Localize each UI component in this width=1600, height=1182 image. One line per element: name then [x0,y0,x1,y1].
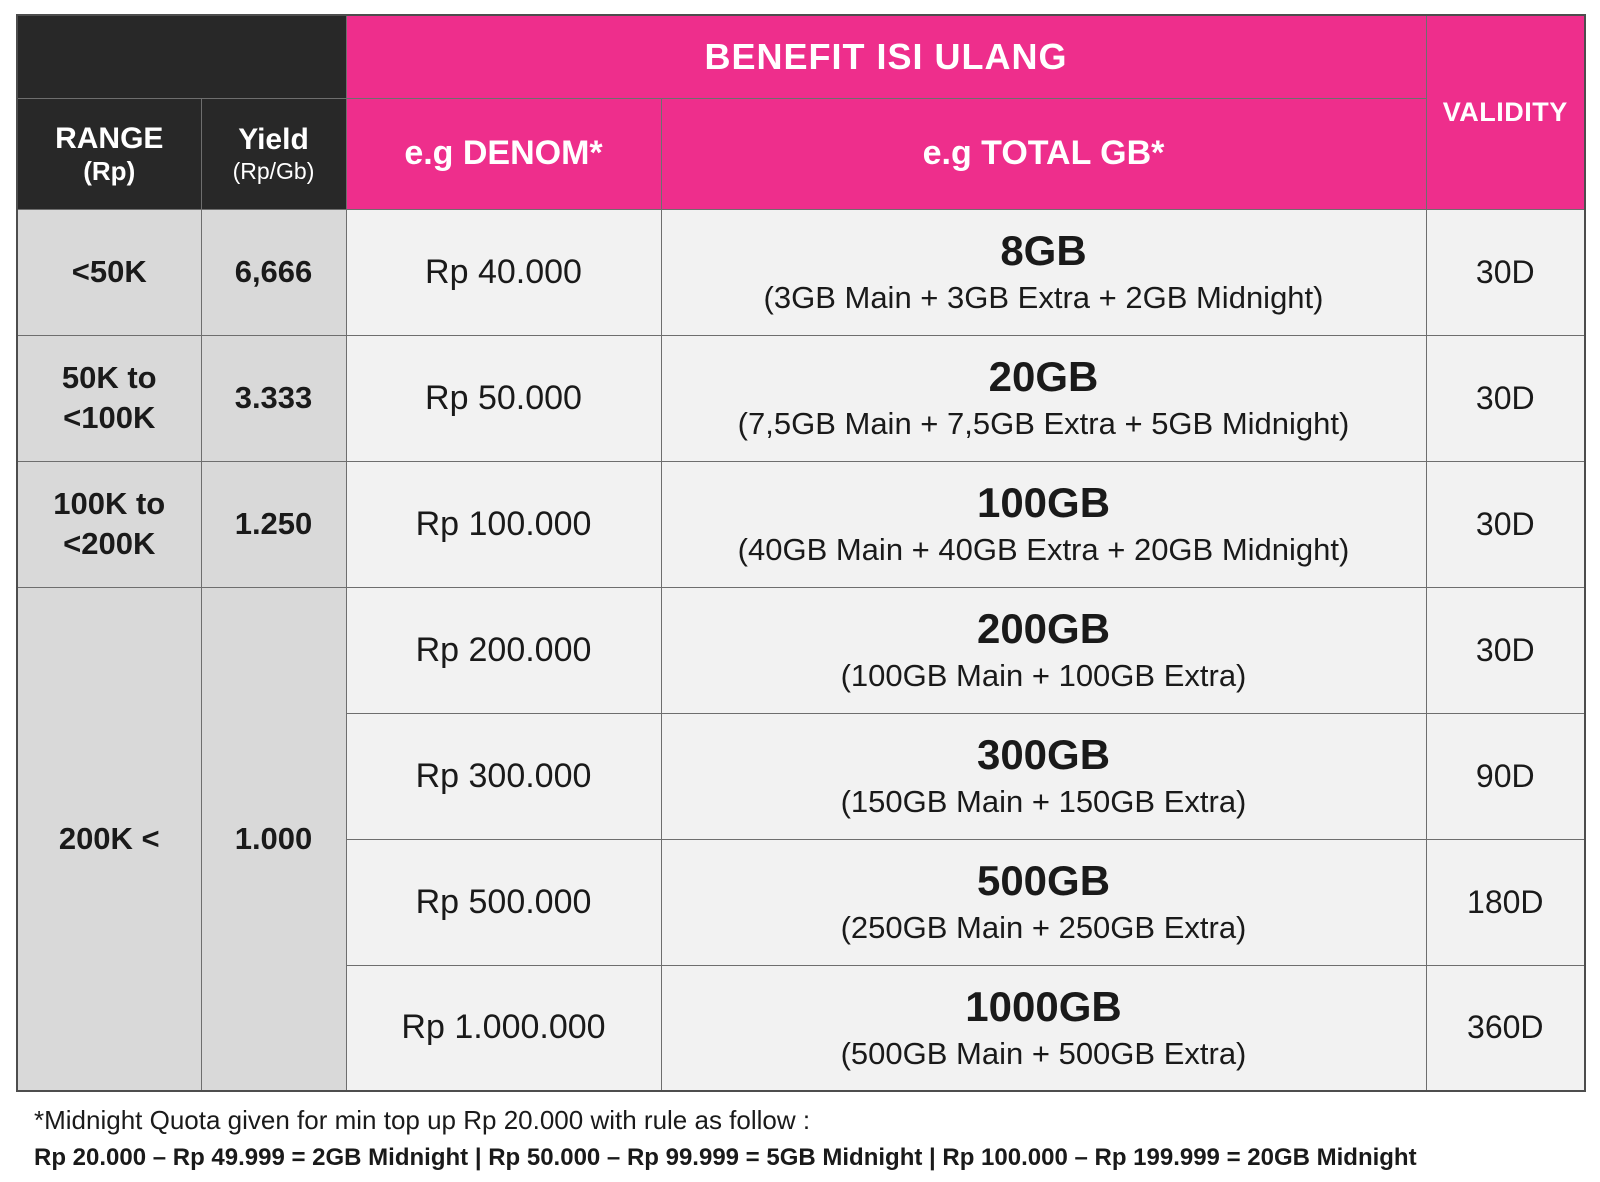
denom-cell: Rp 500.000 [345,838,662,966]
total-gb-cell: 20GB (7,5GB Main + 7,5GB Extra + 5GB Mid… [660,334,1427,462]
total-gb-cell: 8GB (3GB Main + 3GB Extra + 2GB Midnight… [660,208,1427,336]
range-header-unit: (Rp) [83,155,136,186]
total-gb-breakdown: (150GB Main + 150GB Extra) [840,783,1247,819]
validity-header: VALIDITY [1425,14,1586,210]
total-gb-cell: 200GB (100GB Main + 100GB Extra) [660,586,1427,714]
total-gb-breakdown: (3GB Main + 3GB Extra + 2GB Midnight) [763,279,1324,315]
corner-header-cell [16,14,347,99]
total-gb-breakdown: (250GB Main + 250GB Extra) [840,909,1247,945]
yield-cell: 1.000 [200,586,347,1092]
total-gb-cell: 300GB (150GB Main + 150GB Extra) [660,712,1427,840]
footnote-line-1: *Midnight Quota given for min top up Rp … [34,1105,811,1135]
table-row: 50K to <100K 3.333 Rp 50.000 20GB (7,5GB… [16,334,1586,462]
footnote: *Midnight Quota given for min top up Rp … [16,1092,1584,1173]
yield-header: Yield (Rp/Gb) [200,97,347,210]
total-gb-amount: 500GB [976,857,1111,905]
range-header: RANGE (Rp) [16,97,202,210]
table-row: Rp 500.000 500GB (250GB Main + 250GB Ext… [17,838,1586,966]
validity-cell: 30D [1425,460,1586,588]
table-row: Rp 300.000 300GB (150GB Main + 150GB Ext… [17,712,1586,840]
total-gb-amount: 8GB [1000,227,1087,275]
total-gb-breakdown: (500GB Main + 500GB Extra) [840,1035,1247,1071]
benefit-isi-ulang-header: BENEFIT ISI ULANG [345,14,1427,99]
validity-cell: 90D [1425,712,1586,840]
total-gb-amount: 100GB [976,479,1111,527]
denom-header: e.g DENOM* [345,97,662,210]
denom-cell: Rp 40.000 [345,208,662,336]
yield-header-label: Yield [238,123,309,157]
total-gb-amount: 1000GB [965,983,1122,1031]
denom-cell: Rp 1.000.000 [345,964,662,1092]
total-gb-amount: 20GB [988,353,1099,401]
validity-cell: 360D [1425,964,1586,1092]
validity-cell: 30D [1425,208,1586,336]
range-cell: 50K to <100K [16,334,202,462]
table-row: 100K to <200K 1.250 Rp 100.000 100GB (40… [16,460,1586,588]
table-row: Rp 1.000.000 1000GB (500GB Main + 500GB … [17,964,1586,1092]
denom-cell: Rp 200.000 [345,586,662,714]
table-row: 200K < 1.000 Rp 200.000 200GB (100GB Mai… [16,586,1586,1092]
total-gb-breakdown: (100GB Main + 100GB Extra) [840,657,1247,693]
total-gb-cell: 1000GB (500GB Main + 500GB Extra) [660,964,1427,1092]
yield-cell: 3.333 [200,334,347,462]
denom-cell: Rp 300.000 [345,712,662,840]
denom-cell: Rp 50.000 [345,334,662,462]
table-row: <50K 6,666 Rp 40.000 8GB (3GB Main + 3GB… [16,208,1586,336]
total-gb-header: e.g TOTAL GB* [660,97,1427,210]
denom-cell: Rp 100.000 [345,460,662,588]
total-gb-amount: 200GB [976,605,1111,653]
range-header-label: RANGE [55,121,164,155]
yield-cell: 6,666 [200,208,347,336]
range-cell: 200K < [16,586,202,1092]
validity-cell: 30D [1425,334,1586,462]
validity-cell: 30D [1425,586,1586,714]
total-gb-cell: 100GB (40GB Main + 40GB Extra + 20GB Mid… [660,460,1427,588]
range-cell: <50K [16,208,202,336]
footnote-line-2: Rp 20.000 – Rp 49.999 = 2GB Midnight | R… [34,1143,1417,1171]
total-gb-breakdown: (7,5GB Main + 7,5GB Extra + 5GB Midnight… [737,405,1350,441]
validity-cell: 180D [1425,838,1586,966]
yield-cell: 1.250 [200,460,347,588]
total-gb-cell: 500GB (250GB Main + 250GB Extra) [660,838,1427,966]
range-cell: 100K to <200K [16,460,202,588]
topup-benefit-table: BENEFIT ISI ULANG VALIDITY RANGE (Rp) Yi… [16,14,1587,1092]
total-gb-amount: 300GB [976,731,1111,779]
total-gb-breakdown: (40GB Main + 40GB Extra + 20GB Midnight) [737,531,1350,567]
yield-header-unit: (Rp/Gb) [232,158,315,185]
